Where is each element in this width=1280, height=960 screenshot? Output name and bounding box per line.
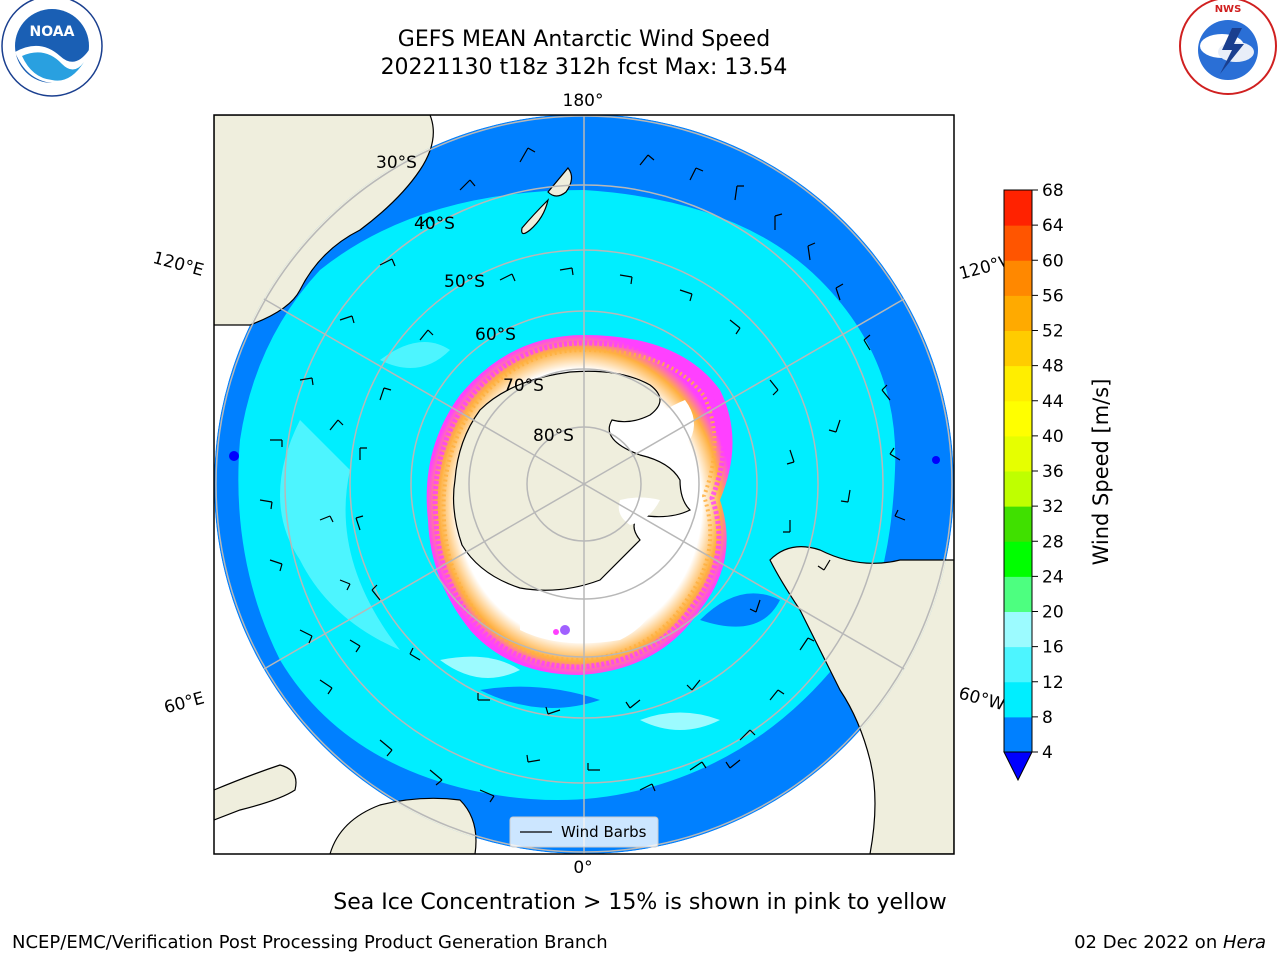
lat-label-40s: 40°S <box>414 214 455 234</box>
wind-barbs-legend: Wind Barbs <box>509 816 659 848</box>
nws-logo-icon: NWS <box>1179 0 1277 95</box>
lon-label-60e: 60°E <box>162 688 207 718</box>
colorbar-tick-label: 12 <box>1042 673 1064 693</box>
colorbar-label: Wind Speed [m/s] <box>1089 379 1113 566</box>
sea-ice-note: Sea Ice Concentration > 15% is shown in … <box>333 890 947 915</box>
colorbar-segment <box>1004 611 1032 648</box>
colorbar-segment <box>1004 365 1032 402</box>
colorbar-tick-label: 64 <box>1042 216 1064 236</box>
title-line-2: 20221130 t18z 312h fcst Max: 13.54 <box>380 55 788 80</box>
colorbar-segment <box>1004 295 1032 331</box>
lat-label-30s: 30°S <box>376 153 417 173</box>
lat-label-60s: 60°S <box>475 325 516 345</box>
lon-label-180: 180° <box>563 91 604 111</box>
colorbar-tick-label: 40 <box>1042 427 1064 447</box>
colorbar-segment <box>1004 681 1032 718</box>
footer-date: 02 Dec 2022 on Hera <box>1074 932 1266 953</box>
footer-host: Hera <box>1222 932 1266 953</box>
colorbar-tick-label: 60 <box>1042 251 1064 271</box>
noaa-logo-icon: NOAA <box>1 0 103 97</box>
colorbar-segment <box>1004 435 1032 472</box>
colorbar-tick-label: 4 <box>1042 743 1053 763</box>
title-line-1: GEFS MEAN Antarctic Wind Speed <box>397 27 771 52</box>
colorbar-segment <box>1004 506 1032 542</box>
colorbar-segment <box>1004 646 1032 683</box>
map-title: GEFS MEAN Antarctic Wind Speed 20221130 … <box>0 26 1168 82</box>
colorbar-tick-label: 52 <box>1042 322 1064 342</box>
colorbar-tick-label: 36 <box>1042 462 1064 482</box>
colorbar-tick-label: 32 <box>1042 497 1064 517</box>
colorbar-tick-label: 24 <box>1042 567 1064 587</box>
map-frame <box>213 114 955 855</box>
colorbar-tick-label: 56 <box>1042 286 1064 306</box>
colorbar-segment <box>1004 260 1032 296</box>
colorbar-segment <box>1004 400 1032 437</box>
legend-label: Wind Barbs <box>561 823 647 841</box>
colorbar-segment <box>1004 330 1032 367</box>
lon-label-60w: 60°W <box>956 684 1007 716</box>
map-panel: Wind Barbs <box>214 115 954 854</box>
svg-text:NWS: NWS <box>1215 4 1242 15</box>
noaa-logo-text: NOAA <box>30 24 75 40</box>
colorbar-tick-label: 16 <box>1042 638 1064 658</box>
colorbar-segment <box>1004 576 1032 612</box>
footer-date-text: 02 Dec 2022 on <box>1074 932 1223 953</box>
lat-label-50s: 50°S <box>444 272 485 292</box>
footer-branch: NCEP/EMC/Verification Post Processing Pr… <box>12 932 608 953</box>
colorbar-tick-label: 44 <box>1042 392 1064 412</box>
colorbar-segment <box>1004 225 1032 261</box>
graticule <box>215 115 953 854</box>
colorbar-segment <box>1004 541 1032 577</box>
colorbar-tick-label: 20 <box>1042 603 1064 623</box>
colorbar-tick-label: 68 <box>1042 181 1064 201</box>
colorbar-segment <box>1004 471 1032 507</box>
colorbar-segment <box>1004 190 1032 226</box>
madagascar-landmass <box>214 764 297 821</box>
new-zealand-landmass <box>521 167 573 235</box>
wind-speed-field <box>214 115 954 854</box>
lat-label-70s: 70°S <box>503 376 544 396</box>
colorbar-segment <box>1004 716 1032 753</box>
colorbar-tick-label: 8 <box>1042 708 1053 728</box>
lon-label-0: 0° <box>573 858 592 878</box>
colorbar-tick-label: 28 <box>1042 532 1064 552</box>
lon-label-120e: 120°E <box>151 248 206 281</box>
lat-label-80s: 80°S <box>533 426 574 446</box>
colorbar-extend-arrow <box>1003 751 1033 782</box>
colorbar-tick-label: 48 <box>1042 357 1064 377</box>
wind-barbs-field <box>259 147 906 803</box>
